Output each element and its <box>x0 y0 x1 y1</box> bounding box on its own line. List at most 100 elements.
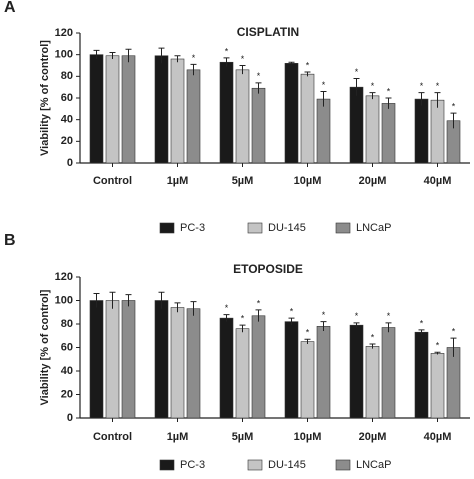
error-bar <box>190 301 197 316</box>
legend-label: LNCaP <box>356 459 391 471</box>
significance-marker: * <box>452 102 456 112</box>
error-bar <box>190 63 197 76</box>
significance-marker: * <box>322 310 326 320</box>
bar <box>186 308 201 419</box>
significance-marker: * <box>257 298 261 308</box>
bar <box>430 99 445 164</box>
bar <box>186 69 201 164</box>
bar <box>300 73 315 164</box>
legend-swatch <box>159 459 175 471</box>
legend-swatch <box>247 459 263 471</box>
bar <box>219 317 234 419</box>
x-tick-label: 1µM <box>167 431 189 443</box>
bar <box>121 55 136 164</box>
bar <box>365 346 380 419</box>
y-axis-label: Viability [% of control] <box>39 40 51 156</box>
legend-swatch <box>335 459 351 471</box>
bar <box>170 307 185 419</box>
significance-marker: * <box>387 86 391 96</box>
legend-label: PC-3 <box>180 222 205 234</box>
bar <box>349 86 364 164</box>
bar <box>414 98 429 164</box>
error-bar <box>450 112 457 129</box>
x-tick-label: Control <box>93 175 132 187</box>
bar <box>219 61 234 164</box>
error-bar <box>93 49 100 59</box>
bar <box>235 328 250 419</box>
bar <box>316 98 331 164</box>
bar <box>154 55 169 164</box>
error-bar <box>288 61 295 65</box>
bar <box>381 327 396 419</box>
error-bar <box>109 291 116 309</box>
error-bar <box>125 294 132 307</box>
significance-marker: * <box>436 81 440 91</box>
panel-label: A <box>4 0 16 16</box>
y-tick-label: 120 <box>55 271 73 283</box>
y-tick-label: 0 <box>67 412 73 424</box>
y-tick-label: 60 <box>61 92 73 104</box>
bar <box>105 55 120 164</box>
error-bar <box>304 338 311 344</box>
y-tick-label: 40 <box>61 365 73 377</box>
x-tick-label: 10µM <box>294 175 322 187</box>
error-bar <box>369 343 376 349</box>
significance-marker: * <box>355 311 359 321</box>
error-bar <box>174 55 181 63</box>
x-tick-label: 20µM <box>359 175 387 187</box>
y-tick-label: 80 <box>61 318 73 330</box>
significance-marker: * <box>371 332 375 342</box>
significance-marker: * <box>420 318 424 328</box>
significance-marker: * <box>225 46 229 56</box>
error-bar <box>369 92 376 100</box>
error-bar <box>255 309 262 322</box>
x-tick-label: 10µM <box>294 431 322 443</box>
error-bar <box>434 92 441 108</box>
bar <box>251 87 266 164</box>
y-axis-label: Viability [% of control] <box>39 289 51 405</box>
bar <box>235 69 250 164</box>
legend-swatch <box>247 222 263 234</box>
bar <box>381 103 396 164</box>
x-tick-label: Control <box>93 431 132 443</box>
error-bar <box>158 291 165 309</box>
error-bar <box>418 329 425 335</box>
bar <box>300 341 315 419</box>
error-bar <box>304 71 311 77</box>
bar <box>349 324 364 419</box>
bar <box>89 54 104 164</box>
y-tick-label: 100 <box>55 294 73 306</box>
error-bar <box>418 92 425 106</box>
y-tick-label: 80 <box>61 70 73 82</box>
significance-marker: * <box>420 81 424 91</box>
y-tick-label: 40 <box>61 114 73 126</box>
y-tick-label: 100 <box>55 49 73 61</box>
significance-marker: * <box>452 326 456 336</box>
bar <box>446 347 461 419</box>
bar <box>170 58 185 164</box>
error-bar <box>288 317 295 326</box>
error-bar <box>255 82 262 94</box>
legend-label: LNCaP <box>356 222 391 234</box>
legend-swatch <box>159 222 175 234</box>
error-bar <box>109 52 116 59</box>
y-tick-label: 20 <box>61 388 73 400</box>
error-bar <box>353 322 360 328</box>
error-bar <box>125 48 132 63</box>
legend-swatch <box>335 222 351 234</box>
error-bar <box>385 97 392 109</box>
chart-title: ETOPOSIDE <box>233 262 303 276</box>
x-tick-label: 40µM <box>424 431 452 443</box>
error-bar <box>353 78 360 96</box>
bar <box>89 300 104 419</box>
y-tick-label: 60 <box>61 341 73 353</box>
error-bar <box>385 322 392 333</box>
significance-marker: * <box>322 80 326 90</box>
legend-label: DU-145 <box>268 459 306 471</box>
bar <box>251 315 266 419</box>
x-tick-label: 1µM <box>167 175 189 187</box>
significance-marker: * <box>241 54 245 64</box>
y-tick-label: 20 <box>61 135 73 147</box>
x-tick-label: 5µM <box>232 431 254 443</box>
